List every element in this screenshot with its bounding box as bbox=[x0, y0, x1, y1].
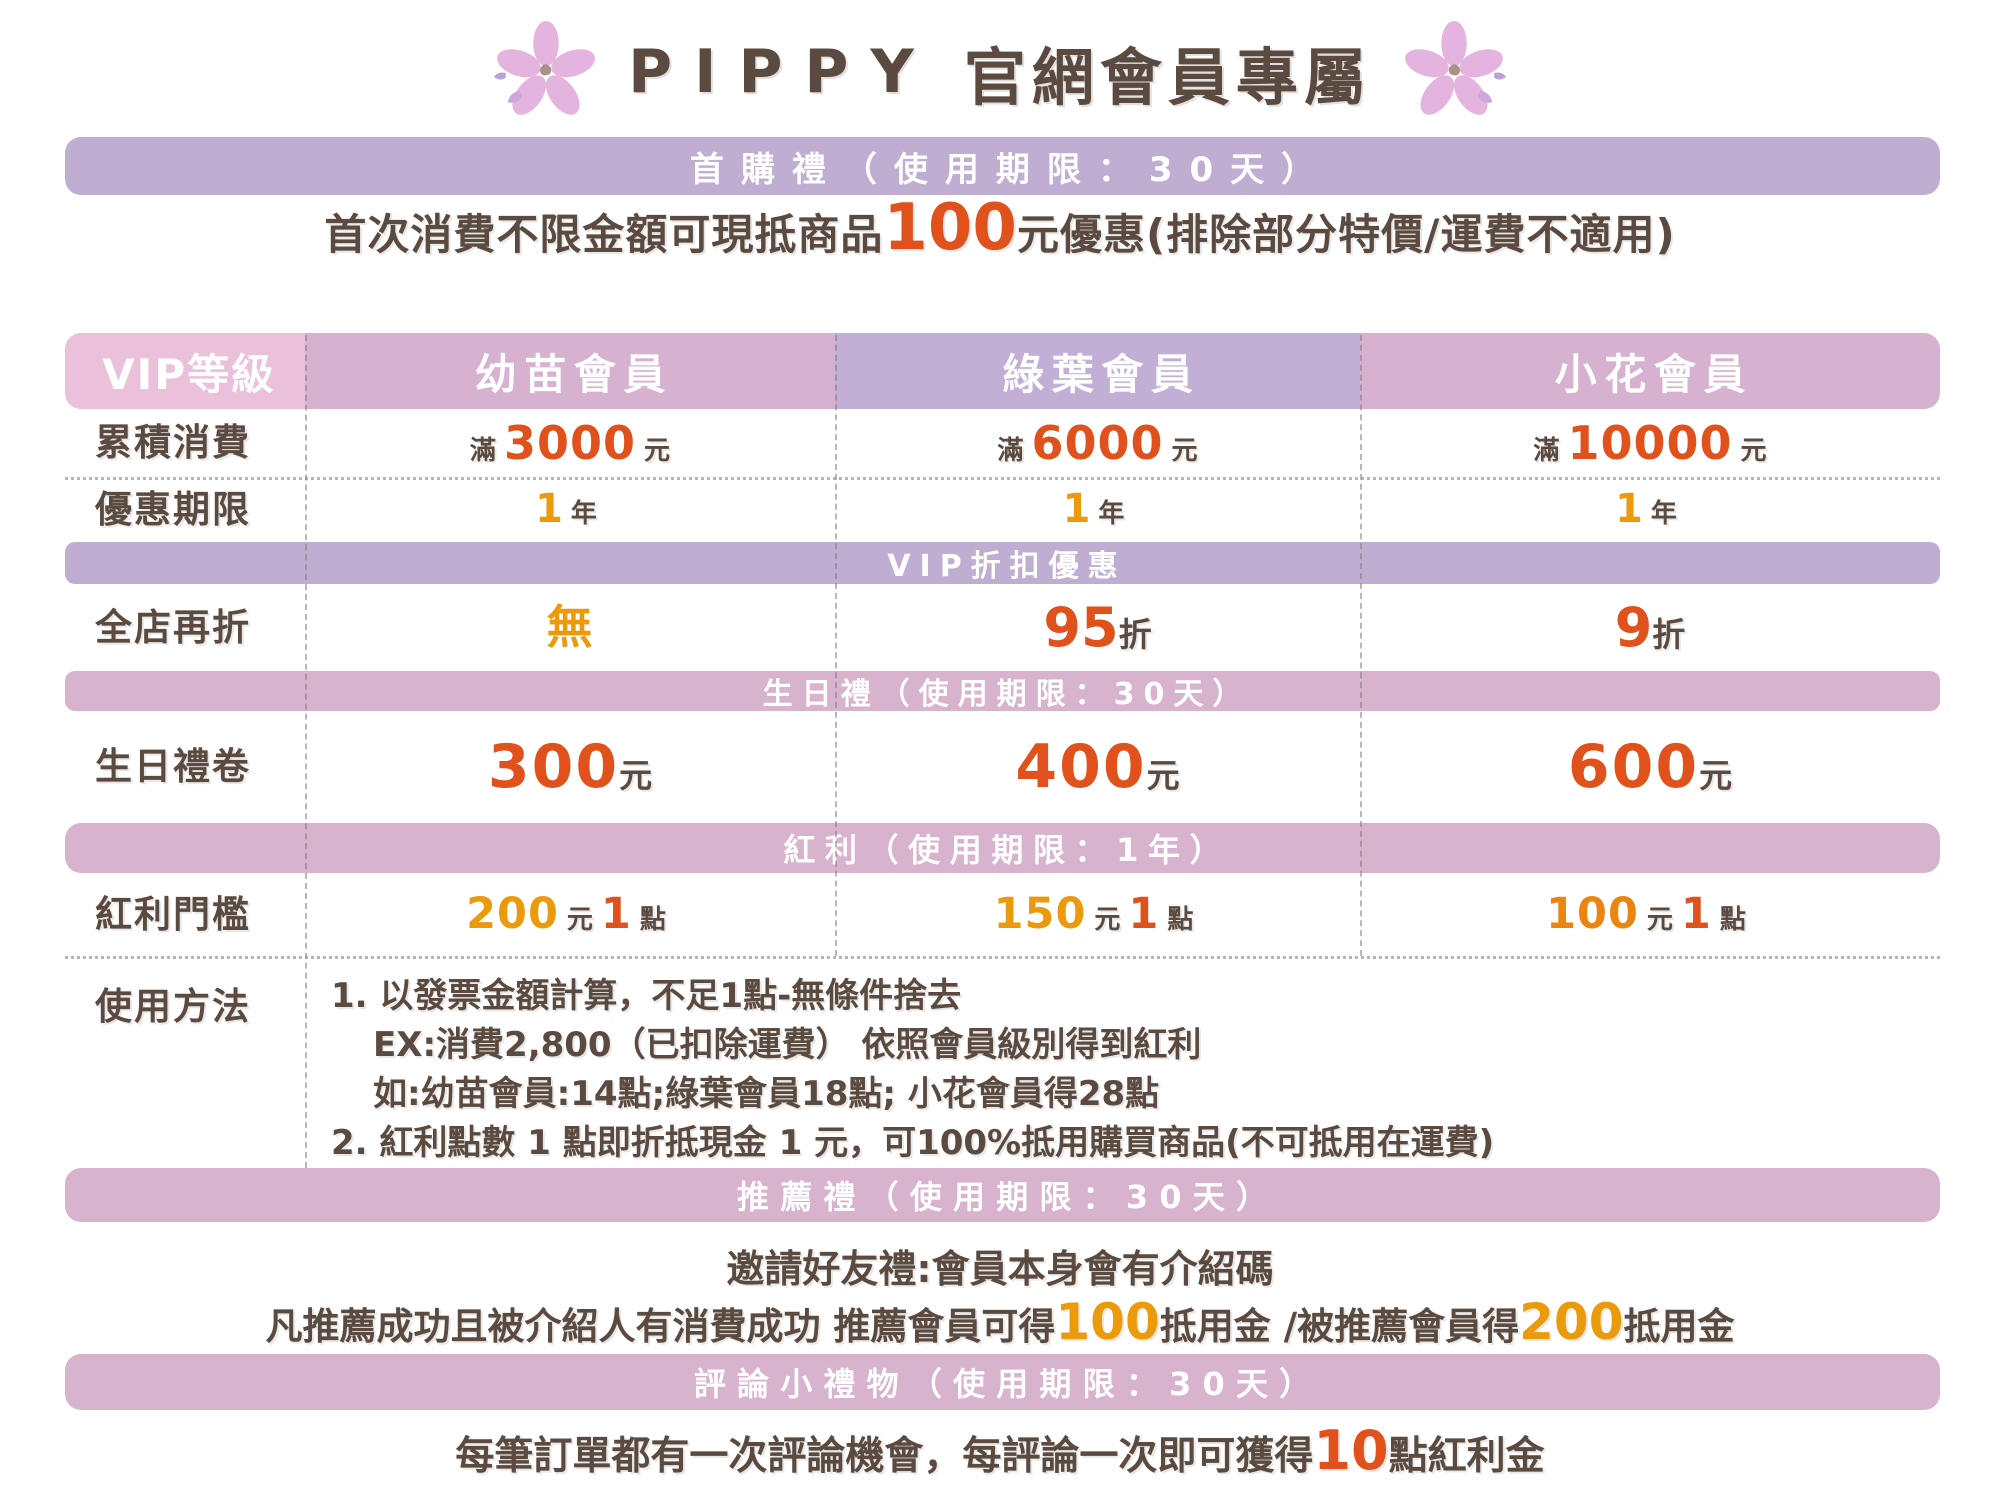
column-divider bbox=[305, 335, 307, 1168]
vip-discount-banner: VIP折扣優惠 bbox=[65, 542, 1940, 584]
first-purchase-desc: 首次消費不限金額可現抵商品100元優惠(排除部分特價/運費不適用) bbox=[0, 196, 2000, 265]
usage-line-3: 如:幼苗會員:14點;綠葉會員18點; 小花會員得28點 bbox=[373, 1074, 1160, 1114]
discount-leaf: 95折 bbox=[1043, 596, 1152, 659]
usage-line-1: 1. 以發票金額計算，不足1點-無條件捨去 bbox=[331, 976, 962, 1016]
vip-table-header: VIP等級 幼苗會員 綠葉會員 小花會員 bbox=[65, 333, 1940, 409]
usage-line-4: 2. 紅利點數 1 點即折抵現金 1 元，可100%抵用購買商品(不可抵用在運費… bbox=[331, 1123, 1495, 1163]
review-line: 每筆訂單都有一次評論機會，每評論一次即可獲得10點紅利金 bbox=[0, 1420, 2000, 1488]
bonus-banner: 紅利（使用期限：1年） bbox=[65, 823, 1940, 873]
table-row-threshold: 紅利門檻 200 元 1 點 150 元 1 點 100 元 1 點 bbox=[65, 873, 1940, 956]
referral-line2: 凡推薦成功且被介紹人有消費成功 推薦會員可得100抵用金 /被推薦會員得200抵… bbox=[0, 1293, 2000, 1356]
review-text: 每筆訂單都有一次評論機會，每評論一次即可獲得 bbox=[455, 1434, 1314, 1479]
referral-credit-1: 100 bbox=[1055, 1293, 1160, 1351]
desc-text: 首次消費不限金額可現抵商品 bbox=[324, 210, 884, 259]
accumulate-seedling: 滿 3000 元 bbox=[469, 416, 671, 470]
row-label: 累積消費 bbox=[95, 421, 251, 464]
review-points: 10 bbox=[1313, 1419, 1389, 1482]
table-row-discount: 全店再折 無 95折 9折 bbox=[65, 584, 1940, 671]
flower-icon bbox=[494, 20, 596, 115]
title-text: 官網會員專屬 bbox=[963, 41, 1372, 114]
usage-instructions: 1. 以發票金額計算，不足1點-無條件捨去 EX:消費2,800（已扣除運費） … bbox=[305, 956, 1940, 1172]
discount-flower: 9折 bbox=[1614, 596, 1686, 659]
referral-line1: 邀請好友禮:會員本身會有介紹碼 bbox=[726, 1247, 1274, 1291]
row-label: 全店再折 bbox=[95, 606, 251, 649]
review-text: 點紅利金 bbox=[1388, 1434, 1545, 1479]
column-divider bbox=[1360, 335, 1362, 956]
brand-name: PIPPY bbox=[628, 37, 936, 107]
referral-banner: 推薦禮（使用期限：30天） bbox=[65, 1168, 1940, 1222]
header-flower-member: 小花會員 bbox=[1360, 333, 1940, 409]
table-row-accumulate: 累積消費 滿 3000 元 滿 6000 元 滿 10000 元 bbox=[65, 409, 1940, 477]
review-banner: 評論小禮物（使用期限：30天） bbox=[65, 1354, 1940, 1410]
row-label: 生日禮卷 bbox=[95, 745, 251, 788]
desc-amount: 100 bbox=[883, 191, 1017, 265]
discount-seedling: 無 bbox=[546, 600, 594, 654]
referral-credit-2: 200 bbox=[1519, 1293, 1624, 1351]
referral-text: 凡推薦成功且被介紹人有消費成功 推薦會員可得 bbox=[265, 1305, 1056, 1348]
header-leaf-member: 綠葉會員 bbox=[835, 333, 1360, 409]
desc-text: 元優惠(排除部分特價/運費不適用) bbox=[1016, 210, 1676, 259]
header-seedling-member: 幼苗會員 bbox=[305, 333, 835, 409]
row-label: 優惠期限 bbox=[95, 488, 251, 531]
row-divider bbox=[65, 477, 1940, 480]
first-purchase-banner: 首購禮（使用期限：30天） bbox=[65, 137, 1940, 195]
referral-text: 抵用金 bbox=[1623, 1305, 1735, 1348]
column-divider bbox=[835, 335, 837, 956]
birthday-gift-banner: 生日禮（使用期限：30天） bbox=[65, 671, 1940, 712]
birthday-seedling: 300元 bbox=[487, 732, 653, 802]
accumulate-leaf: 滿 6000 元 bbox=[997, 416, 1198, 470]
threshold-leaf: 150 元 1 點 bbox=[993, 889, 1194, 939]
row-divider bbox=[65, 956, 1940, 959]
accumulate-flower: 滿 10000 元 bbox=[1533, 416, 1767, 470]
row-label: 紅利門檻 bbox=[95, 893, 251, 936]
threshold-seedling: 200 元 1 點 bbox=[466, 889, 666, 939]
threshold-flower: 100 元 1 點 bbox=[1546, 889, 1746, 939]
table-row-birthday: 生日禮卷 300元 400元 600元 bbox=[65, 711, 1940, 823]
birthday-leaf: 400元 bbox=[1015, 732, 1180, 802]
birthday-flower: 600元 bbox=[1567, 732, 1733, 802]
flower-icon bbox=[1404, 20, 1506, 115]
referral-text: 抵用金 /被推薦會員得 bbox=[1159, 1305, 1520, 1348]
row-label: 使用方法 bbox=[95, 985, 251, 1028]
header-vip-level: VIP等級 bbox=[65, 333, 305, 409]
page-title: PIPPY 官網會員專屬 bbox=[0, 20, 2000, 122]
usage-line-2: EX:消費2,800（已扣除運費） 依照會員級別得到紅利 bbox=[373, 1025, 1202, 1065]
table-row-usage: 使用方法 1. 以發票金額計算，不足1點-無條件捨去 EX:消費2,800（已扣… bbox=[65, 956, 1940, 1172]
